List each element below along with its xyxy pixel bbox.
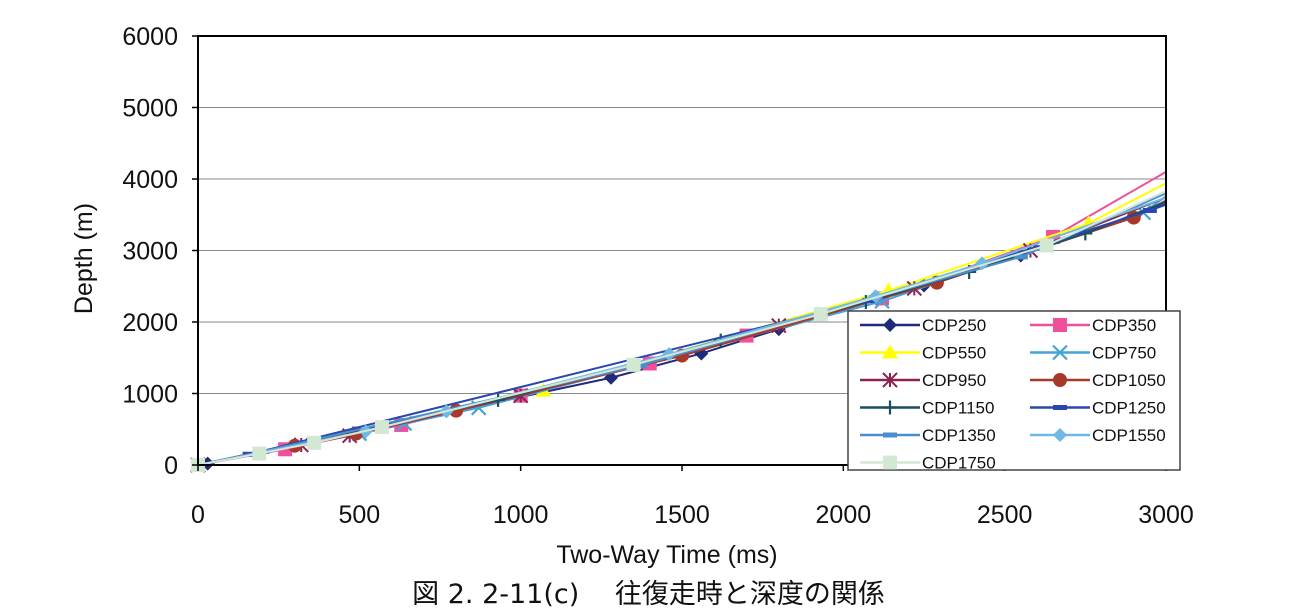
legend-swatch-marker: [883, 432, 897, 438]
data-point: [1039, 238, 1054, 253]
legend-item-cdp550: CDP550: [860, 344, 986, 363]
legend-swatch-marker: [1053, 318, 1067, 332]
legend-swatch-marker: [883, 455, 897, 470]
legend: CDP250 CDP350 CDP550 CDP750 CDP950 CDP1050 CDP…: [847, 310, 1181, 473]
data-point: [813, 307, 828, 322]
legend-swatch-marker: [1053, 405, 1067, 410]
legend-label: CDP1550: [1092, 426, 1166, 445]
legend-label: CDP1750: [922, 454, 996, 473]
x-tick-label: 500: [338, 501, 380, 529]
legend-label: CDP950: [922, 371, 986, 390]
x-tick-label: 1000: [493, 501, 549, 529]
legend-label: CDP1050: [1092, 371, 1166, 390]
x-tick-label: 2000: [816, 501, 872, 529]
legend-item-cdp1550: CDP1550: [1030, 426, 1166, 445]
tick-labels: 0 1000 2000 3000 4000 5000 6000 0 500 1000 1500 200…: [122, 23, 1193, 529]
legend-box: [847, 310, 1181, 471]
legend-item-cdp1350: CDP1350: [860, 426, 996, 445]
legend-label: CDP550: [922, 344, 986, 363]
series-cdp1750: [191, 190, 1167, 472]
data-point: [1013, 254, 1028, 260]
figure-caption: 図 2. 2-11(c) 往復走時と深度の関係: [412, 579, 885, 610]
legend-swatch-marker: [1053, 373, 1067, 387]
data-point: [662, 347, 677, 362]
x-tick-label: 0: [191, 501, 205, 529]
legend-label: CDP250: [922, 316, 986, 335]
legend-label: CDP350: [1092, 316, 1156, 335]
legend-item-cdp350: CDP350: [1030, 316, 1156, 335]
legend-item-cdp250: CDP250: [860, 316, 986, 335]
y-tick-label: 0: [164, 452, 178, 480]
y-tick-label: 4000: [122, 166, 178, 194]
y-tick-label: 3000: [122, 238, 178, 266]
y-tick-label: 6000: [122, 23, 178, 51]
legend-swatch-marker: [882, 372, 898, 388]
x-tick-label: 2500: [977, 501, 1033, 529]
series-layer: [190, 170, 1167, 473]
data-point: [307, 435, 322, 450]
y-tick-label: 2000: [122, 309, 178, 337]
y-tick-label: 1000: [122, 381, 178, 409]
data-point: [626, 357, 641, 372]
y-axis-title: Depth (m): [70, 203, 98, 314]
legend-item-cdp1150: CDP1150: [860, 399, 994, 418]
legend-item-cdp1250: CDP1250: [1030, 399, 1166, 418]
legend-item-cdp950: CDP950: [860, 371, 986, 390]
legend-item-cdp1750: CDP1750: [860, 454, 996, 473]
legend-swatch-marker: [1053, 428, 1067, 442]
data-point: [252, 446, 267, 461]
data-point: [374, 420, 389, 435]
legend-label: CDP1250: [1092, 399, 1166, 418]
data-point: [1142, 207, 1157, 213]
legend-item-cdp750: CDP750: [1030, 344, 1156, 363]
x-tick-label: 3000: [1138, 501, 1194, 529]
legend-item-cdp1050: CDP1050: [1030, 371, 1166, 390]
data-point: [868, 289, 883, 304]
legend-swatch-marker: [1052, 344, 1068, 361]
x-tick-label: 1500: [654, 501, 710, 529]
legend-label: CDP750: [1092, 344, 1156, 363]
legend-label: CDP1150: [922, 399, 994, 418]
series-line: [197, 190, 1167, 466]
legend-swatch-marker: [883, 318, 897, 332]
legend-label: CDP1350: [922, 426, 996, 445]
legend-swatch-marker: [882, 344, 898, 359]
x-axis-title: Two-Way Time (ms): [556, 541, 777, 569]
legend-swatch-marker: [883, 400, 897, 415]
y-tick-label: 5000: [122, 95, 178, 123]
